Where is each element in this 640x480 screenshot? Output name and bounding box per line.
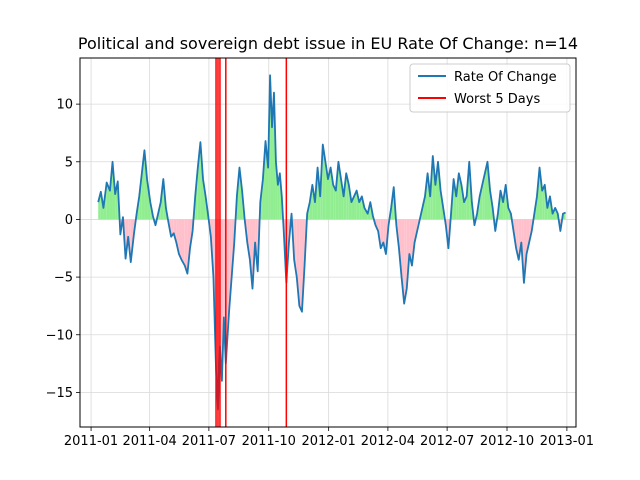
y-tick-label: 5 bbox=[65, 155, 73, 170]
positive-fill-segment bbox=[115, 181, 118, 220]
x-tick-label: 2012-01 bbox=[301, 434, 355, 449]
x-tick-label: 2013-01 bbox=[540, 434, 594, 449]
x-tick-label: 2011-04 bbox=[122, 434, 176, 449]
negative-fill-segment bbox=[184, 219, 188, 274]
legend-label-rate-of-change: Rate Of Change bbox=[454, 70, 557, 85]
negative-fill-segment bbox=[173, 219, 177, 243]
legend: Rate Of Change Worst 5 Days bbox=[409, 63, 571, 113]
x-tick-label: 2012-04 bbox=[361, 434, 415, 449]
legend-label-worst-5-days: Worst 5 Days bbox=[454, 92, 540, 107]
y-tick-label: 0 bbox=[65, 213, 73, 228]
negative-fill-segment bbox=[171, 219, 174, 237]
negative-fill-segment bbox=[296, 219, 300, 306]
positive-fill-segment bbox=[354, 190, 357, 220]
x-tick-label: 2011-07 bbox=[182, 434, 236, 449]
positive-fill-segment bbox=[435, 161, 439, 220]
positive-fill-segment bbox=[484, 161, 488, 220]
y-axis-ticks: −15 −10 −5 0 5 10 bbox=[46, 98, 80, 401]
positive-fill-segment bbox=[500, 190, 504, 220]
y-tick-label: −15 bbox=[46, 386, 73, 401]
negative-fill-segment bbox=[229, 219, 232, 312]
negative-fill-segment bbox=[299, 219, 302, 312]
negative-fill-segment bbox=[181, 219, 185, 266]
negative-fill-segment bbox=[178, 219, 182, 260]
y-tick-label: 10 bbox=[56, 98, 73, 113]
x-tick-label: 2012-10 bbox=[480, 434, 534, 449]
axes-frame bbox=[79, 57, 577, 428]
x-tick-label: 2011-01 bbox=[64, 434, 118, 449]
y-tick-label: −10 bbox=[46, 328, 73, 343]
rate-of-change-line bbox=[97, 74, 566, 411]
negative-fill-segment bbox=[404, 219, 407, 304]
worst-days-markers bbox=[215, 58, 288, 427]
x-tick-label: 2012-07 bbox=[420, 434, 474, 449]
positive-fill-segment bbox=[333, 184, 336, 220]
negative-fill-segment bbox=[225, 219, 230, 364]
positive-fill-segment bbox=[265, 141, 269, 220]
positive-fill-segment bbox=[479, 184, 483, 220]
positive-fill-segment bbox=[144, 150, 148, 220]
positive-fill-segment bbox=[330, 167, 334, 220]
negative-fill-segment bbox=[249, 219, 253, 289]
negative-fill-segment bbox=[380, 219, 384, 249]
chart-title: Political and sovereign debt issue in EU… bbox=[78, 34, 578, 53]
plot-area bbox=[79, 57, 577, 428]
positive-fill-segment bbox=[542, 184, 545, 220]
negative-fill-segment bbox=[383, 219, 386, 255]
series-lines bbox=[97, 74, 566, 411]
positive-fill-segment bbox=[98, 191, 101, 220]
y-tick-label: −5 bbox=[54, 271, 73, 286]
positive-fill-segment bbox=[356, 190, 360, 220]
positive-fill-segment bbox=[328, 167, 331, 220]
positive-fill-segment bbox=[106, 182, 110, 220]
x-tick-label: 2011-10 bbox=[242, 434, 296, 449]
grid-lines bbox=[80, 58, 576, 427]
legend-box bbox=[409, 63, 571, 113]
x-axis-ticks: 2011-01 2011-04 2011-07 2011-10 2012-01 2012-… bbox=[64, 427, 594, 449]
